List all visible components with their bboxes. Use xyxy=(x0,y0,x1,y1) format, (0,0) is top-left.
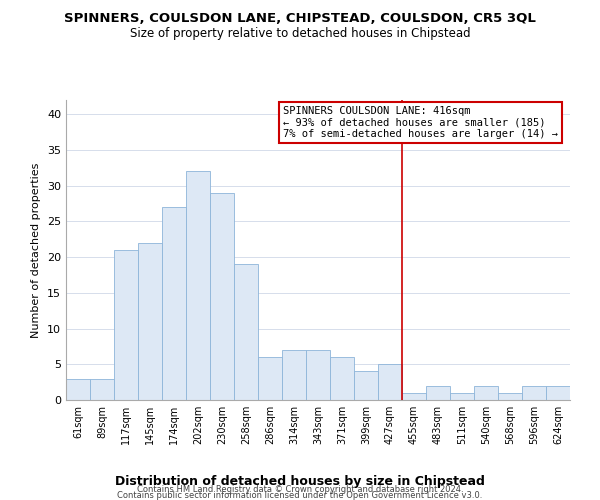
Bar xyxy=(498,393,522,400)
Bar xyxy=(234,264,258,400)
Bar xyxy=(162,207,186,400)
Text: Distribution of detached houses by size in Chipstead: Distribution of detached houses by size … xyxy=(115,474,485,488)
Text: Size of property relative to detached houses in Chipstead: Size of property relative to detached ho… xyxy=(130,28,470,40)
Y-axis label: Number of detached properties: Number of detached properties xyxy=(31,162,41,338)
Text: SPINNERS, COULSDON LANE, CHIPSTEAD, COULSDON, CR5 3QL: SPINNERS, COULSDON LANE, CHIPSTEAD, COUL… xyxy=(64,12,536,26)
Text: Contains HM Land Registry data © Crown copyright and database right 2024.: Contains HM Land Registry data © Crown c… xyxy=(137,485,463,494)
Bar xyxy=(402,393,426,400)
Bar xyxy=(210,193,234,400)
Bar xyxy=(282,350,306,400)
Bar xyxy=(138,243,162,400)
Bar xyxy=(90,378,114,400)
Text: SPINNERS COULSDON LANE: 416sqm
← 93% of detached houses are smaller (185)
7% of : SPINNERS COULSDON LANE: 416sqm ← 93% of … xyxy=(283,106,558,139)
Text: Contains public sector information licensed under the Open Government Licence v3: Contains public sector information licen… xyxy=(118,491,482,500)
Bar xyxy=(330,357,354,400)
Bar xyxy=(354,372,378,400)
Bar xyxy=(474,386,498,400)
Bar xyxy=(114,250,138,400)
Bar xyxy=(186,172,210,400)
Bar xyxy=(450,393,474,400)
Bar xyxy=(258,357,282,400)
Bar xyxy=(426,386,450,400)
Bar xyxy=(522,386,546,400)
Bar xyxy=(546,386,570,400)
Bar xyxy=(378,364,402,400)
Bar xyxy=(66,378,90,400)
Bar xyxy=(306,350,330,400)
